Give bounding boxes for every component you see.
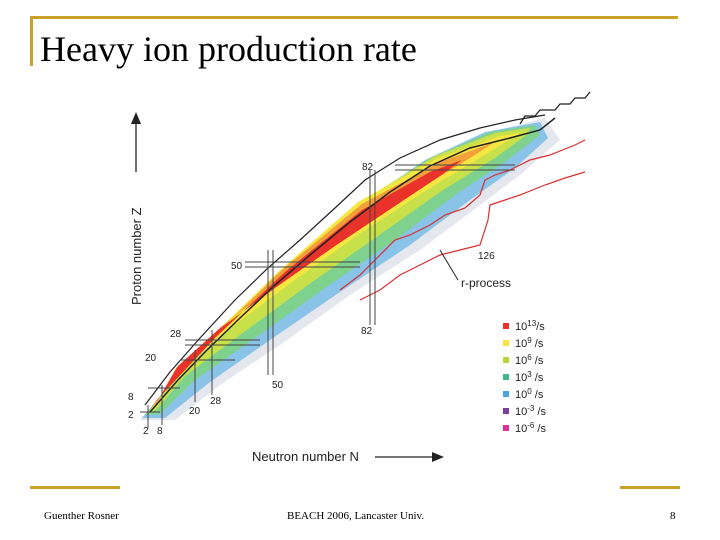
stability-line (149, 117, 556, 413)
legend-swatch (503, 374, 509, 380)
neutron-magic-label: 8 (157, 426, 163, 437)
y-axis-title: Proton number Z (129, 207, 144, 305)
proton-magic-label: 2 (128, 410, 134, 421)
proton-magic-label: 20 (145, 353, 157, 364)
nuclide-chart: Proton number Z Neutron number N 2 8 20 … (128, 91, 591, 464)
legend-label: 109 /s (515, 336, 544, 351)
legend-swatch (503, 391, 509, 397)
legend-label: 10-6 /s (515, 421, 546, 436)
legend-swatch (503, 408, 509, 414)
band-high-rate (148, 128, 530, 412)
legend-swatch (503, 357, 509, 363)
rate-legend: 1013/s 109 /s 106 /s 103 /s 100 /s 10-3 … (503, 319, 546, 436)
y-axis-arrow-head (131, 112, 141, 124)
proton-magic-label: 8 (128, 392, 134, 403)
legend-label: 100 /s (515, 387, 544, 402)
proton-magic-label: 28 (170, 329, 182, 340)
footer-page-number: 8 (670, 510, 676, 522)
neutron-magic-label: 2 (143, 426, 149, 437)
footer-line-left (30, 486, 120, 489)
proton-magic-label: 82 (362, 162, 374, 173)
band-mid-rate (145, 125, 540, 415)
legend-swatch (503, 425, 509, 431)
neutron-magic-label: 20 (189, 406, 201, 417)
r-process-pointer (439, 249, 459, 281)
neutron-magic-label: 82 (361, 326, 373, 337)
top-staircase (519, 91, 591, 125)
r-process-path-1 (339, 139, 586, 291)
x-axis-arrow-head (432, 452, 444, 462)
x-axis-title: Neutron number N (252, 449, 359, 464)
legend-swatch (503, 340, 509, 346)
legend-label: 10-3 /s (515, 404, 546, 419)
neutron-magic-label: 28 (210, 396, 222, 407)
legend-swatch (503, 323, 509, 329)
legend-label: 106 /s (515, 353, 544, 368)
r-process-label: r-process (461, 276, 511, 290)
r-process-path-2 (359, 171, 586, 301)
proton-drip-line (144, 114, 546, 406)
footer-venue: BEACH 2006, Lancaster Univ. (287, 510, 425, 522)
magic-lines (140, 164, 515, 428)
title-frame-left-line (30, 16, 33, 66)
footer-author: Guenther Rosner (44, 510, 119, 522)
legend-label: 1013/s (515, 319, 545, 334)
neutron-magic-label: 50 (272, 380, 284, 391)
footer-line-right (620, 486, 680, 489)
slide-title: Heavy ion production rate (40, 29, 417, 69)
proton-magic-label: 50 (231, 261, 243, 272)
title-frame-top-line (30, 16, 678, 19)
neutron-magic-label: 126 (478, 251, 495, 262)
legend-label: 103 /s (515, 370, 544, 385)
